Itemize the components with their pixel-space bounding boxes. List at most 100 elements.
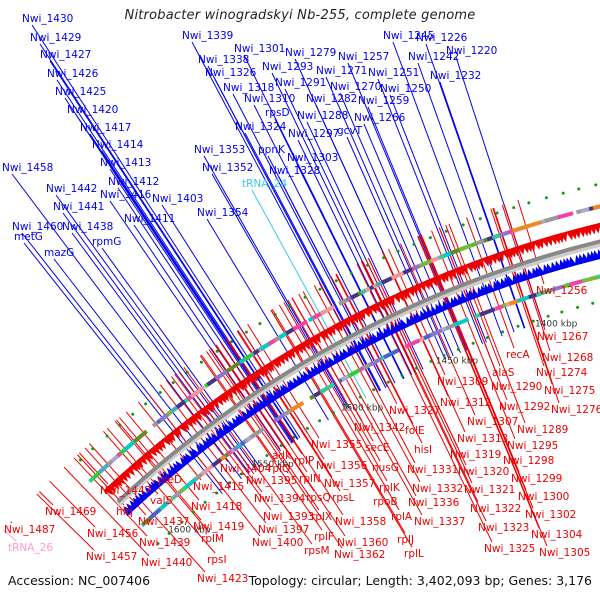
reverse-gene-arrow bbox=[536, 238, 544, 249]
topology-text: Topology: circular; Length: 3,402,093 bp… bbox=[248, 573, 592, 588]
reverse-gene-label: hfq bbox=[116, 506, 133, 518]
forward-gene-arrow bbox=[335, 352, 345, 364]
leader-line bbox=[3, 529, 17, 542]
reverse-gene-label: Nwi_1327 bbox=[389, 405, 440, 417]
reverse-gene-arrow bbox=[147, 446, 158, 457]
leader-line bbox=[215, 344, 346, 537]
forward-gene-arrow bbox=[269, 392, 278, 404]
reverse-gene-label: Nwi_1418 bbox=[191, 501, 242, 513]
reverse-gene-label: Nwi_1322 bbox=[470, 503, 521, 515]
leader-line bbox=[439, 81, 526, 329]
reverse-gene-label: Nwi_1321 bbox=[464, 484, 515, 496]
reverse-gene-label: rplX bbox=[311, 511, 332, 523]
forward-gene-arrow bbox=[191, 448, 201, 459]
reverse-gene-label: Nwi_1305 bbox=[539, 547, 590, 559]
forward-gene-arrow bbox=[262, 396, 271, 408]
reverse-gene-label: Nwi_1357 bbox=[324, 478, 375, 490]
forward-gene-arrow bbox=[144, 486, 155, 497]
reverse-gene-arrow bbox=[433, 274, 442, 286]
leader-line bbox=[389, 94, 487, 343]
forward-gene-label: Nwi_1425 bbox=[55, 86, 106, 98]
reverse-gene-label: Nwi_1302 bbox=[525, 509, 576, 521]
reverse-gene-arrow bbox=[448, 268, 456, 280]
leader-line bbox=[251, 189, 367, 399]
reverse-gene-arrow bbox=[460, 263, 468, 275]
feature-dot bbox=[594, 183, 598, 187]
forward-gene-label: gcvT bbox=[337, 125, 363, 137]
reverse-gene-arrow bbox=[118, 471, 129, 482]
forward-gene-label: Nwi_1266 bbox=[354, 112, 406, 124]
reverse-gene-arrow bbox=[527, 240, 536, 252]
reverse-gene-label: recA bbox=[506, 349, 530, 361]
reverse-gene-label: rplA bbox=[391, 511, 413, 523]
forward-gene-label: Nwi_1242 bbox=[408, 51, 459, 63]
reverse-gene-arrow bbox=[125, 465, 135, 476]
backbone-arc bbox=[116, 239, 600, 504]
leader-line bbox=[232, 93, 387, 389]
feature-dot bbox=[429, 359, 433, 363]
forward-gene-arrow bbox=[141, 490, 151, 501]
reverse-gene-arrow bbox=[545, 235, 553, 247]
reverse-gene-arrow bbox=[172, 425, 183, 437]
reverse-gene-arrow bbox=[386, 294, 395, 306]
reverse-gene-label: Nwi_1323 bbox=[478, 522, 529, 534]
feature-dot bbox=[158, 390, 162, 394]
feature-dot bbox=[185, 370, 189, 374]
feature-dot bbox=[144, 402, 148, 406]
forward-gene-label: Nwi_1318 bbox=[223, 82, 274, 94]
forward-gene-label: Nwi_1279 bbox=[285, 47, 336, 59]
forward-gene-label: Nwi_1416 bbox=[100, 189, 152, 201]
feature-dot bbox=[372, 388, 376, 392]
forward-gene-label: Nwi_1458 bbox=[2, 162, 53, 174]
forward-gene-label: Nwi_1328 bbox=[269, 165, 320, 177]
reverse-gene-label: Nwi_1360 bbox=[337, 537, 388, 549]
feature-dot bbox=[456, 347, 460, 351]
cog-feature-inner bbox=[319, 304, 336, 316]
reverse-gene-arrow bbox=[265, 360, 275, 372]
reverse-gene-label: Nwi_1256 bbox=[536, 285, 588, 297]
reverse-gene-label: rplL bbox=[404, 548, 424, 560]
forward-gene-label: Nwi_1291 bbox=[275, 77, 326, 89]
reverse-gene-label: Nwi_1393 bbox=[263, 511, 314, 523]
reverse-gene-label: Nwi_1336 bbox=[408, 497, 460, 509]
reverse-gene-label: Nwi_1440 bbox=[141, 557, 192, 569]
forward-gene-label: Nwi_1297 bbox=[288, 128, 339, 140]
feature-dot bbox=[485, 336, 489, 340]
reverse-gene-label: Nwi_1332 bbox=[412, 483, 463, 495]
reverse-gene-label: folE bbox=[405, 425, 425, 437]
leader-line bbox=[346, 136, 446, 360]
leader-line bbox=[399, 243, 476, 416]
reverse-gene-label: rpsL bbox=[332, 492, 354, 504]
cog-feature-outer bbox=[288, 400, 305, 413]
reverse-gene-label: Nwi_1358 bbox=[335, 516, 386, 528]
forward-gene-arrow bbox=[210, 433, 221, 444]
reverse-gene-label: rpsM bbox=[304, 545, 330, 557]
feature-dot bbox=[495, 211, 499, 215]
forward-gene-arrow bbox=[317, 362, 326, 374]
cog-feature-inner bbox=[123, 438, 138, 452]
forward-gene-arrow bbox=[157, 476, 167, 487]
reverse-gene-arrow bbox=[141, 451, 151, 462]
reverse-gene-label: Nwi_1320 bbox=[458, 466, 509, 478]
reverse-gene-label: Nwi_1456 bbox=[87, 528, 139, 540]
reverse-gene-arrow bbox=[559, 231, 568, 243]
reverse-gene-label: rplN bbox=[299, 473, 321, 485]
forward-gene-label: Nwi_1303 bbox=[287, 152, 338, 164]
feature-dot bbox=[273, 312, 277, 316]
forward-gene-arrow bbox=[307, 368, 316, 380]
feature-dot bbox=[244, 330, 248, 334]
reverse-gene-arrow bbox=[312, 332, 321, 344]
kbp-tick-label: 1400 kbp bbox=[535, 320, 578, 330]
leader-line bbox=[296, 163, 404, 380]
reverse-gene-label: Nwi_1268 bbox=[542, 352, 593, 364]
feature-dot bbox=[167, 531, 171, 535]
forward-gene-label: Nwi_1411 bbox=[124, 213, 175, 225]
forward-gene-label: mazG bbox=[44, 247, 74, 259]
reverse-gene-label: Nwi_1325 bbox=[484, 543, 535, 555]
kbp-tick-label: 1450 kbp bbox=[436, 357, 479, 367]
feature-dot bbox=[318, 419, 322, 423]
reverse-gene-label: Nwi_1276 bbox=[551, 404, 600, 416]
leader-line bbox=[199, 355, 323, 531]
cog-feature-outer bbox=[535, 288, 553, 297]
forward-gene-label: Nwi_1354 bbox=[197, 207, 249, 219]
